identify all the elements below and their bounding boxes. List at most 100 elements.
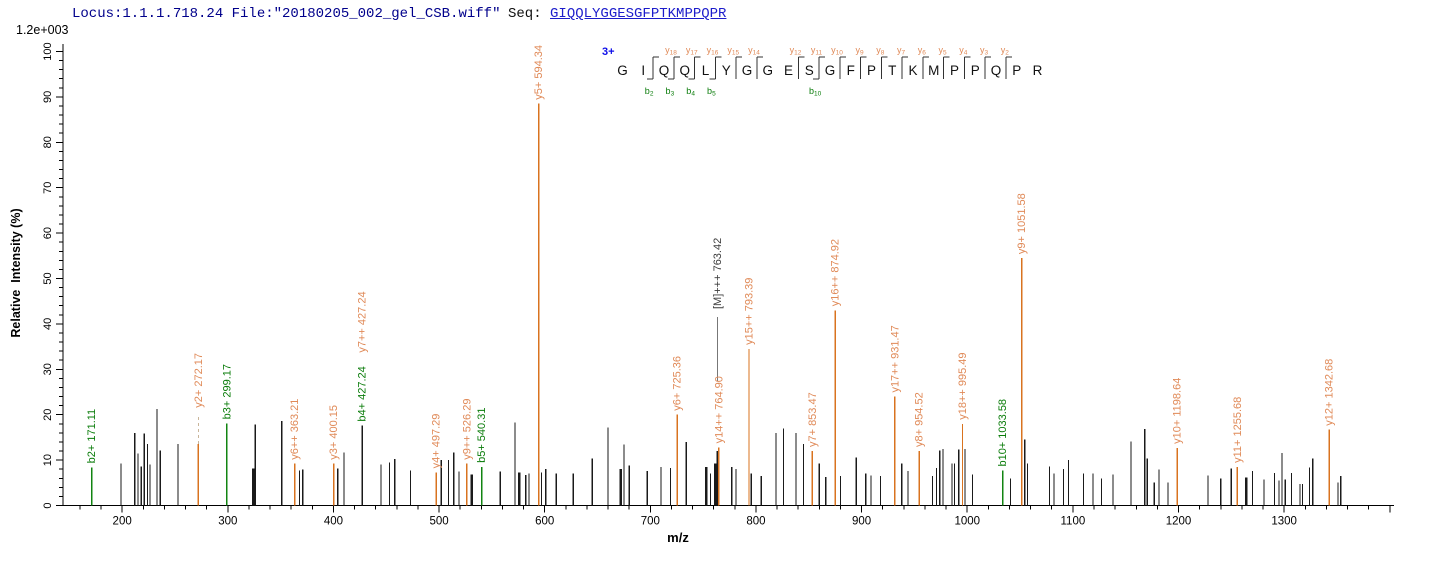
residue-letter: I (641, 63, 645, 78)
ion-ladder-label: y8 (876, 45, 885, 57)
y-tick-label: 100 (42, 42, 54, 60)
cleavage-mark (709, 56, 722, 80)
ion-ladder-label: b5 (707, 86, 716, 98)
ion-ladder-label: b2 (645, 86, 654, 98)
x-axis-title: m/z (667, 530, 689, 545)
peak-label: y7++ 427.24 (357, 291, 369, 352)
cleavage-mark (797, 56, 805, 79)
residue-letter: G (617, 63, 628, 78)
peak-label: b2+ 171.11 (86, 409, 98, 464)
residue-letter: Q (679, 63, 690, 78)
precursor-charge-label: 3+ (602, 46, 615, 58)
y-tick-label: 70 (42, 182, 54, 194)
peak-label: y15++ 793.39 (743, 278, 755, 345)
ion-ladder-label: y11 (811, 45, 823, 57)
y-tick-label: 10 (42, 454, 54, 466)
y-tick-label: 80 (42, 136, 54, 148)
residue-letter: G (742, 63, 753, 78)
y-tick-label: 30 (42, 363, 54, 375)
cleavage-mark (647, 56, 660, 80)
x-tick-label: 700 (641, 516, 660, 528)
x-tick-label: 400 (324, 516, 343, 528)
x-tick-label: 1100 (1061, 516, 1086, 528)
residue-letter: P (1012, 63, 1021, 78)
ion-ladder-label: y12 (790, 45, 802, 57)
ion-ladder-label: y16 (707, 45, 719, 57)
peak-label: y9+ 1051.58 (1016, 193, 1028, 254)
cleavage-mark (963, 56, 971, 79)
cleavage-mark (688, 56, 701, 80)
y-tick-label: 40 (42, 318, 54, 330)
peak-label: y3+ 400.15 (328, 405, 340, 460)
cleavage-mark (735, 56, 743, 79)
peak-label: y8+ 954.52 (914, 392, 926, 447)
peak-label: y12+ 1342.68 (1324, 359, 1336, 426)
peak-label: y5+ 594.34 (533, 45, 545, 100)
x-tick-label: 900 (852, 516, 871, 528)
ion-ladder-label: y14 (748, 45, 760, 57)
ion-ladder-label: b4 (686, 86, 695, 98)
peak-label: y6+ 725.36 (672, 356, 684, 411)
ion-ladder-label: b10 (809, 86, 822, 98)
residue-letter: Q (991, 63, 1002, 78)
peak-label: y11+ 1255.68 (1232, 397, 1244, 463)
sequence-header: Seq: GIQQLYGGESGFPTKMPPQPR (508, 6, 726, 22)
cleavage-mark (756, 56, 763, 79)
peak-label: y2+ 272.17 (193, 353, 205, 408)
peaks (90, 103, 1342, 506)
ion-ladder-label: y6 (918, 45, 927, 57)
residue-letter: P (867, 63, 876, 78)
ion-ladder-label: y7 (897, 45, 906, 57)
x-tick-label: 600 (535, 516, 554, 528)
ion-ladder-label: y9 (856, 45, 865, 57)
cleavage-mark (813, 56, 826, 80)
y-tick-label: 90 (42, 91, 54, 103)
ion-ladder-label: y18 (665, 45, 677, 57)
ion-ladder-label: y2 (1001, 45, 1010, 57)
residue-letter: S (805, 63, 814, 78)
x-tick-label: 500 (429, 516, 448, 528)
residue-letter: P (971, 63, 980, 78)
x-tick-label: 1200 (1166, 516, 1192, 528)
peak-labels: b2+ 171.11 y2+ 272.17 b3+ 299.17 y6++ 363.2… (86, 45, 1336, 468)
x-tick-label: 800 (746, 516, 765, 528)
residue-letter: K (908, 63, 917, 78)
y-tick-label: 20 (42, 409, 54, 421)
peak-label: y7+ 853.47 (807, 392, 819, 447)
max-intensity-label: 1.2e+003 (16, 23, 69, 37)
peak-label: b3+ 299.17 (221, 364, 233, 419)
ion-ladder-label: b3 (666, 86, 675, 98)
y-axis-title: Relative Intensity (%) (9, 208, 23, 337)
x-tick-label: 1300 (1271, 516, 1297, 528)
axes (56, 44, 1394, 513)
residue-letter: G (762, 63, 773, 78)
residue-letter: M (928, 63, 939, 78)
residue-letter: F (847, 63, 855, 78)
peak-label: y6++ 363.21 (289, 399, 301, 460)
peptide-sequence-text: GIQQLYGGESGFPTKMPPQPR (550, 6, 727, 22)
peak-label: b5+ 540.31 (476, 408, 488, 463)
peak-label: y18++ 995.49 (957, 352, 969, 419)
residue-letter: Q (659, 63, 670, 78)
peak-label: [M]+++ 763.42 (712, 238, 724, 309)
peak-label: y10+ 1198.64 (1172, 378, 1184, 444)
cleavage-mark (922, 56, 929, 79)
residue-letter: E (784, 63, 793, 78)
residue-letter: R (1033, 63, 1043, 78)
peak-label: y17++ 931.47 (889, 325, 901, 392)
ion-ladder-label: y3 (980, 45, 989, 57)
cleavage-mark (839, 56, 846, 79)
cleavage-mark (860, 56, 867, 79)
ion-ladder-label: y4 (959, 45, 968, 57)
locus-file-text: Locus:1.1.1.718.24 File:"20180205_002_ge… (72, 6, 501, 22)
peak-label: y14++ 764.90 (713, 376, 725, 443)
x-tick-label: 1000 (954, 516, 980, 528)
header: Locus:1.1.1.718.24 File:"20180205_002_ge… (0, 6, 1436, 26)
peak-label: y16++ 874.92 (830, 239, 842, 306)
cleavage-mark (943, 56, 950, 79)
ion-ladder-label: y10 (831, 45, 843, 57)
cleavage-mark (901, 56, 909, 79)
x-tick-label: 300 (218, 516, 237, 528)
